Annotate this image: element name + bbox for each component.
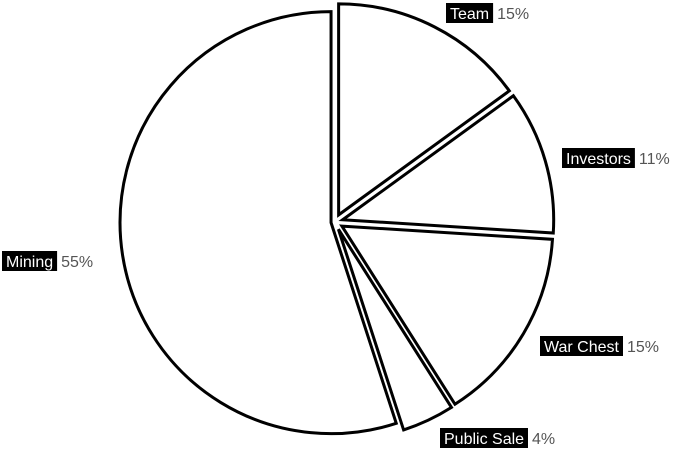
slice-label-background [440,428,528,448]
slice-label-background [2,251,58,271]
slice-label-name: War Chest [544,339,620,356]
slice-label-team: Team 15% [446,3,529,23]
pie-labels: Team 15% Investors 11% War Chest 15% Public Sa… [2,3,670,448]
pie-slice-public-sale [336,228,454,432]
slice-label-name: Mining [6,254,53,271]
slice-label-war-chest: War Chest 15% [540,336,659,356]
slice-label-background [562,148,635,168]
pie-slice-mining [118,10,399,436]
slice-label-percent: 15% [497,6,529,23]
pie-slice-war-chest [339,224,555,407]
slice-label-investors: Investors 11% [562,148,670,168]
slice-label-name: Investors [566,151,631,168]
slice-label-mining: Mining 55% [2,251,93,271]
slice-label-percent: 11% [639,151,670,168]
pie-slice-team [337,2,512,218]
pie-slice-investors [338,93,556,235]
slice-label-percent: 4% [532,431,555,448]
slice-label-percent: 55% [61,254,93,271]
slice-label-background [446,3,494,23]
slice-label-name: Team [450,6,489,23]
slice-label-name: Public Sale [444,431,524,448]
pie-slices [118,2,556,436]
slice-label-background [540,336,623,356]
slice-label-percent: 15% [627,339,659,356]
slice-label-public-sale: Public Sale 4% [440,428,555,448]
